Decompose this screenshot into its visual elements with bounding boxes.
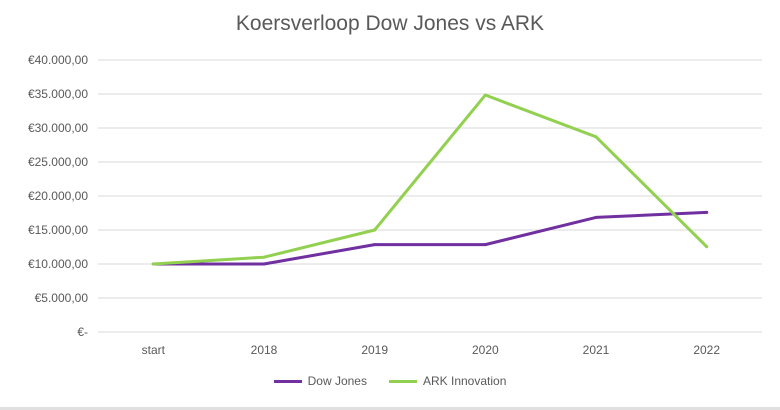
legend-item-ark-innovation: ARK Innovation [388,374,507,388]
series-line-dow-jones [151,210,709,266]
data-point [373,243,377,247]
bottom-border [0,407,780,410]
y-tick-label: €15.000,00 [28,223,88,237]
data-point [594,215,598,219]
x-tick-label: start [142,343,166,357]
chart-title: Koersverloop Dow Jones vs ARK [235,12,545,35]
y-tick-label: €5.000,00 [35,291,89,305]
y-tick-label: €40.000,00 [28,53,88,67]
y-tick-label: €30.000,00 [28,121,88,135]
y-tick-label: €25.000,00 [28,155,88,169]
data-point [705,245,709,249]
y-tick-label: €35.000,00 [28,87,88,101]
data-point [483,93,487,97]
data-point [262,262,266,266]
legend-swatch [273,379,302,383]
legend-swatch [388,379,417,383]
y-tick-label: €- [77,325,88,339]
legend-label: Dow Jones [307,374,367,388]
data-point [594,135,598,139]
y-tick-label: €10.000,00 [28,257,88,271]
legend-label: ARK Innovation [422,374,507,388]
x-tick-label: 2018 [251,343,278,357]
legend: Dow Jones ARK Innovation [0,374,780,388]
data-point [705,210,709,214]
x-tick-label: 2022 [693,343,720,357]
y-tick-label: €20.000,00 [28,189,88,203]
x-tick-label: 2021 [583,343,610,357]
series-line-ark-innovation [151,93,709,266]
data-point [373,228,377,232]
x-tick-label: 2019 [361,343,388,357]
data-point [483,243,487,247]
legend-item-dow-jones: Dow Jones [273,374,367,388]
x-tick-label: 2020 [472,343,499,357]
data-point [262,255,266,259]
data-point [151,262,155,266]
